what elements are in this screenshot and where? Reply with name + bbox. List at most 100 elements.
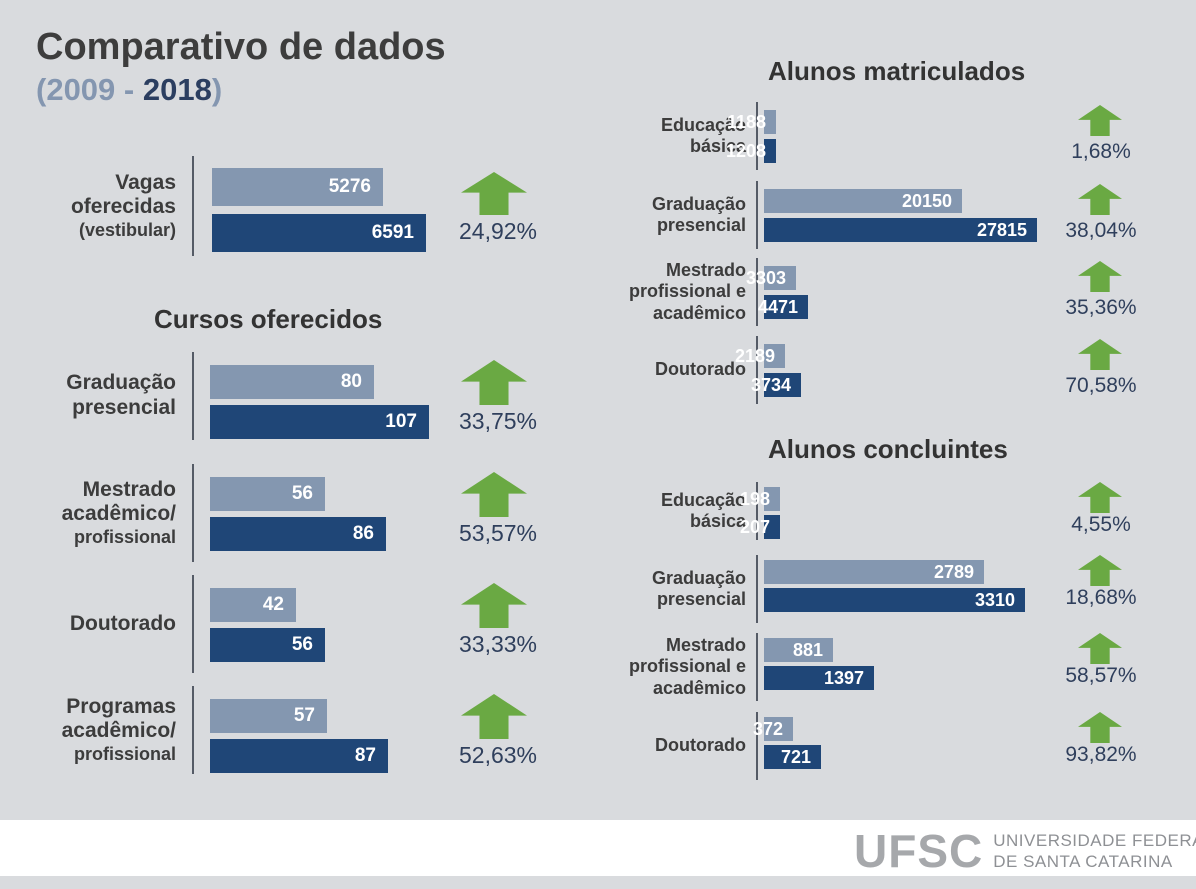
bar-2018: 3734 [751,373,801,397]
bar-2018: 721 [764,745,821,769]
category-label-line: Graduação [66,371,176,395]
bar-2009: 56 [210,477,325,511]
bar-2018: 107 [210,405,429,439]
group-divider-line [756,482,758,540]
bar-2009: 5276 [212,168,383,206]
category-label-line: básica [689,511,746,531]
bar-2018: 27815 [764,218,1037,242]
increase-arrow-shape [461,694,527,739]
increase-arrow-icon [461,360,527,405]
bar-2018: 1208 [726,139,776,163]
category-label-line: acadêmico/ [61,502,176,526]
increase-arrow-icon [461,172,527,215]
increase-arrow-shape [461,472,527,517]
percent-change: 58,57% [1065,664,1137,687]
increase-arrow-shape [1078,555,1122,586]
year-separator: - [115,72,143,107]
group-divider-line [192,464,194,562]
ufsc-logo-name: UNIVERSIDADE FEDERAL DE SANTA CATARINA [993,830,1196,873]
increase-arrow-icon [1078,261,1122,292]
increase-arrow-shape [1078,633,1122,664]
increase-arrow-icon [1078,555,1122,586]
category-label-line: profissional e [628,656,746,677]
category-label: Doutorado [546,712,746,780]
bar-2018: 56 [210,628,325,662]
category-label-line: acadêmico [652,677,746,698]
page-title: Comparativo de dados [36,26,446,68]
category-label-line: Mestrado [665,260,746,281]
percent-change: 35,36% [1065,296,1137,319]
category-label-line: Doutorado [655,359,746,380]
bar-2009: 20150 [764,189,962,213]
section-title: Alunos matriculados [768,56,1026,86]
category-label: Mestrado profissional e acadêmico [546,633,746,701]
category-label-line: (vestibular) [78,220,176,241]
group-divider-line [192,686,194,774]
bar-2018: 87 [210,739,388,773]
group-divider-line [756,633,758,701]
category-label: Educação básica [546,482,746,540]
bar-2009: 80 [210,365,374,399]
percent-change: 33,33% [458,631,537,657]
bar-2018: 3310 [764,588,1025,612]
bar-2009: 881 [764,638,833,662]
category-label: Graduação presencial [546,181,746,249]
category-label-line: profissional [73,744,176,765]
increase-arrow-icon [1078,633,1122,664]
increase-arrow-icon [1078,339,1122,370]
group-divider-line [192,575,194,673]
increase-arrow-icon [1078,712,1122,743]
category-label: Graduação presencial [0,352,176,440]
year-range: (2009 - 2018) [36,72,222,108]
increase-arrow-icon [461,694,527,739]
bar-2009: 198 [740,487,780,511]
group-divider-line [192,352,194,440]
ufsc-logo: UFSC UNIVERSIDADE FEDERAL DE SANTA CATAR… [854,828,1196,874]
year-end: 2018 [142,72,212,107]
category-label-line: Graduação [651,193,746,214]
category-label-line: Educação [660,489,746,510]
bar-2009: 372 [753,717,793,741]
category-label-line: presencial [656,589,746,609]
category-label-line: oferecidas [70,195,176,219]
bar-2018: 86 [210,517,386,551]
bar-2009: 42 [210,588,296,622]
increase-arrow-icon [1078,184,1122,215]
category-label: Doutorado [546,336,746,404]
increase-arrow-icon [461,472,527,517]
percent-change: 18,68% [1065,586,1137,609]
increase-arrow-shape [1078,712,1122,743]
category-label: Educação básica [546,102,746,170]
bar-2009: 3303 [746,266,796,290]
bar-2018: 207 [740,515,780,539]
percent-change: 70,58% [1065,374,1137,397]
percent-change: 33,75% [458,408,537,434]
group-divider-line [756,258,758,326]
group-divider-line [756,181,758,249]
category-label: Doutorado [0,575,176,673]
increase-arrow-icon [461,583,527,628]
increase-arrow-shape [1078,261,1122,292]
category-label: Vagas oferecidas (vestibular) [0,156,176,256]
year-close-paren: ) [211,72,223,107]
group-divider-line [756,555,758,623]
bar-2009: 2789 [764,560,984,584]
percent-change: 52,63% [458,742,537,768]
bar-2018: 6591 [212,214,426,252]
category-label-line: profissional e [628,281,746,302]
category-label-line: Educação [660,114,746,135]
increase-arrow-shape [461,583,527,628]
percent-change: 1,68% [1071,140,1131,163]
category-label-line: Vagas [115,170,176,194]
category-label-line: profissional [73,527,176,548]
category-label-line: acadêmico/ [61,719,176,743]
year-start: 2009 [46,72,116,107]
category-label-line: Doutorado [655,735,746,756]
year-open-paren: ( [36,72,47,107]
category-label-line: Graduação [651,567,746,588]
ufsc-logo-word: UFSC [854,825,984,877]
percent-change: 53,57% [458,520,537,546]
group-divider-line [756,712,758,780]
percent-change: 38,04% [1065,219,1137,242]
increase-arrow-shape [1078,105,1122,136]
